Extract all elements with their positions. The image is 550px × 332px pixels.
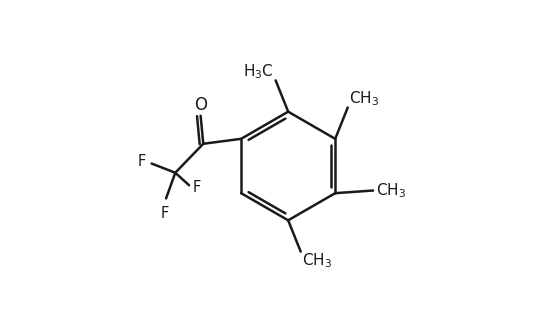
Text: F: F <box>138 154 146 169</box>
Text: H$_3$C: H$_3$C <box>243 62 274 81</box>
Text: CH$_3$: CH$_3$ <box>376 181 406 200</box>
Text: O: O <box>194 96 207 114</box>
Text: CH$_3$: CH$_3$ <box>349 89 379 108</box>
Text: F: F <box>160 206 168 221</box>
Text: CH$_3$: CH$_3$ <box>302 251 332 270</box>
Text: F: F <box>192 180 201 196</box>
